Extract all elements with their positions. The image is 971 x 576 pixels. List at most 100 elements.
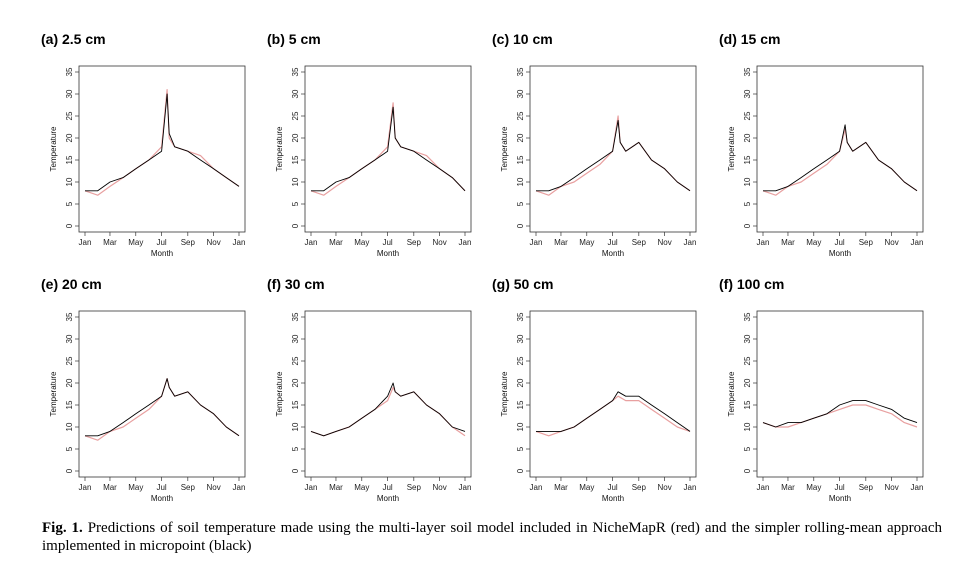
y-tick-label: 15 xyxy=(65,155,74,164)
x-tick-label: Jan xyxy=(233,483,246,492)
x-tick-label: Sep xyxy=(632,238,647,247)
y-tick-label: 0 xyxy=(65,468,74,473)
y-tick-label: 15 xyxy=(743,155,752,164)
panel-title: (g) 50 cm xyxy=(492,276,553,292)
y-tick-label: 25 xyxy=(743,111,752,120)
x-axis-label: Month xyxy=(151,494,173,503)
y-tick-label: 10 xyxy=(743,177,752,186)
y-tick-label: 35 xyxy=(743,312,752,321)
panel-title: (f) 100 cm xyxy=(719,276,784,292)
y-tick-label: 35 xyxy=(516,312,525,321)
plot-frame xyxy=(529,310,697,478)
panel-title: (e) 20 cm xyxy=(41,276,102,292)
x-tick-label: Jan xyxy=(233,238,246,247)
y-axis-label: Temperature xyxy=(727,126,736,171)
x-tick-label: May xyxy=(579,238,594,247)
y-tick-label: 25 xyxy=(65,111,74,120)
y-tick-label: 35 xyxy=(291,67,300,76)
x-tick-label: Sep xyxy=(859,238,874,247)
y-tick-label: 5 xyxy=(291,446,300,451)
y-tick-label: 0 xyxy=(65,223,74,228)
series-line-red xyxy=(762,404,918,428)
y-tick-label: 10 xyxy=(516,422,525,431)
y-tick-label: 30 xyxy=(743,89,752,98)
y-tick-label: 20 xyxy=(743,378,752,387)
series-line-red xyxy=(310,102,466,196)
panel-title: (d) 15 cm xyxy=(719,31,780,47)
x-tick-label: Jan xyxy=(757,483,770,492)
x-tick-label: Nov xyxy=(657,483,671,492)
chart-panel-2: (b) 5 cm 0 5 10 15 20 25 30 35 Temperature Jan Mar M… xyxy=(267,31,471,258)
x-tick-label: Jan xyxy=(459,483,472,492)
y-tick-label: 0 xyxy=(743,468,752,473)
x-tick-label: Sep xyxy=(181,238,196,247)
y-tick-label: 25 xyxy=(743,356,752,365)
y-tick-label: 30 xyxy=(65,334,74,343)
chart-panel-1: (a) 2.5 cm 0 5 10 15 20 25 30 35 Temperature Jan Ma… xyxy=(41,31,245,258)
x-tick-label: Sep xyxy=(407,238,422,247)
y-tick-label: 35 xyxy=(65,312,74,321)
y-tick-label: 20 xyxy=(291,378,300,387)
x-tick-label: May xyxy=(354,483,369,492)
series-line-black xyxy=(310,382,466,437)
x-tick-label: Nov xyxy=(432,238,446,247)
x-tick-label: Nov xyxy=(206,483,220,492)
x-axis-label: Month xyxy=(602,494,624,503)
x-tick-label: May xyxy=(354,238,369,247)
y-tick-label: 10 xyxy=(743,422,752,431)
y-tick-label: 0 xyxy=(291,223,300,228)
y-tick-label: 35 xyxy=(516,67,525,76)
y-tick-label: 25 xyxy=(65,356,74,365)
x-tick-label: Jan xyxy=(684,238,697,247)
chart-panel-5: (e) 20 cm 0 5 10 15 20 25 30 35 Temperature Jan Mar… xyxy=(41,276,245,503)
y-axis-label: Temperature xyxy=(49,126,58,171)
plot-frame xyxy=(78,65,246,233)
x-tick-label: Jul xyxy=(607,483,617,492)
x-tick-label: Nov xyxy=(884,238,898,247)
x-tick-label: Nov xyxy=(432,483,446,492)
x-tick-label: Jan xyxy=(911,483,924,492)
x-tick-label: Sep xyxy=(632,483,647,492)
y-tick-label: 20 xyxy=(291,133,300,142)
figure-caption: Fig. 1. Predictions of soil temperature … xyxy=(42,519,942,555)
x-tick-label: Sep xyxy=(407,483,422,492)
x-tick-label: Nov xyxy=(657,238,671,247)
series-line-black xyxy=(536,119,691,192)
x-tick-label: Mar xyxy=(329,238,343,247)
chart-panel-8: (f) 100 cm 0 5 10 15 20 25 30 35 Temperature Jan Ma… xyxy=(719,276,923,503)
y-tick-label: 25 xyxy=(291,111,300,120)
series-line-black xyxy=(85,93,240,192)
y-tick-label: 30 xyxy=(743,334,752,343)
y-tick-label: 25 xyxy=(516,111,525,120)
series-line-red xyxy=(84,378,240,441)
y-tick-label: 10 xyxy=(65,177,74,186)
series-line-red xyxy=(762,128,918,196)
y-tick-label: 5 xyxy=(743,446,752,451)
panel-title: (f) 30 cm xyxy=(267,276,325,292)
y-axis-label: Temperature xyxy=(500,126,509,171)
y-tick-label: 30 xyxy=(516,334,525,343)
y-axis-label: Temperature xyxy=(727,371,736,416)
y-tick-label: 30 xyxy=(65,89,74,98)
y-tick-label: 15 xyxy=(516,155,525,164)
x-tick-label: Mar xyxy=(781,483,795,492)
x-tick-label: Jul xyxy=(834,238,844,247)
x-tick-label: Mar xyxy=(329,483,343,492)
y-tick-label: 5 xyxy=(65,201,74,206)
x-tick-label: Mar xyxy=(103,238,117,247)
y-axis-label: Temperature xyxy=(275,371,284,416)
y-tick-label: 5 xyxy=(516,201,525,206)
x-tick-label: Jan xyxy=(459,238,472,247)
x-tick-label: Sep xyxy=(181,483,196,492)
y-tick-label: 25 xyxy=(516,356,525,365)
figure: (a) 2.5 cm 0 5 10 15 20 25 30 35 Temperature Jan Ma… xyxy=(41,31,924,503)
x-tick-label: May xyxy=(806,238,821,247)
x-tick-label: May xyxy=(806,483,821,492)
x-tick-label: Jan xyxy=(911,238,924,247)
y-tick-label: 5 xyxy=(743,201,752,206)
series-line-red xyxy=(84,88,240,196)
y-tick-label: 15 xyxy=(743,400,752,409)
y-tick-label: 10 xyxy=(291,177,300,186)
x-tick-label: Jan xyxy=(530,238,543,247)
y-tick-label: 0 xyxy=(291,468,300,473)
